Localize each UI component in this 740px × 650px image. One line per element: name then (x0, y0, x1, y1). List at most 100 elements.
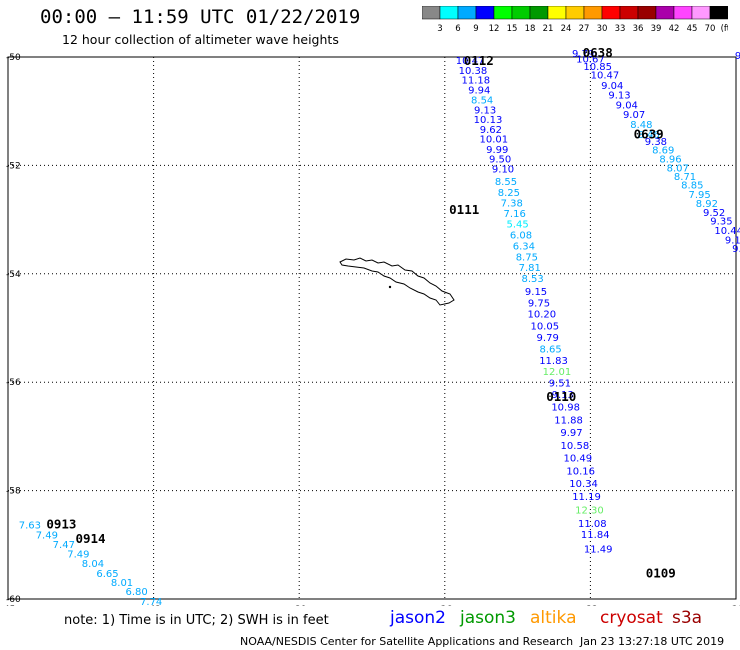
lat-tick-label: -58 (6, 487, 21, 497)
wave-height-value: 10.49 (563, 453, 592, 464)
map-frame (7, 56, 737, 600)
scale-tick-label: 45 (687, 24, 698, 34)
wave-height-value: 10.13 (474, 115, 503, 126)
wave-height-value: 7.16 (504, 209, 526, 220)
footer-timestamp: Jan 23 13:27:18 UTC 2019 (580, 635, 725, 648)
note-text: note: 1) Time is in UTC; 2) SWH is in fe… (64, 613, 329, 628)
wave-height-value: 12.01 (543, 367, 572, 378)
wave-height-value: 5.45 (506, 220, 528, 231)
wave-height-value: 9.79 (572, 49, 594, 60)
wave-height-value: 9.04 (601, 81, 623, 92)
pass-time-label: 0112 (464, 53, 494, 68)
wave-height-value: 7.49 (67, 549, 89, 560)
wave-height-value: 7.81 (519, 263, 541, 274)
wave-height-value: 10.01 (479, 135, 508, 146)
wave-height-value: 8.46 (638, 130, 660, 141)
pass-time-label: 0110 (546, 389, 576, 404)
wave-height-value: 12.30 (575, 505, 604, 516)
wave-height-value: 10.20 (528, 310, 557, 321)
wave-height-value: 9.94 (468, 85, 490, 96)
pass-time-label: 0913 (46, 517, 76, 532)
wave-height-value: 11.18 (462, 76, 491, 87)
wave-height-value: 10.85 (583, 62, 612, 73)
wave-height-value: 9.73 (732, 244, 740, 255)
pass-time-label: 0638 (583, 45, 613, 60)
lon-tick-label: -33 (583, 605, 598, 606)
wave-height-value: 9.04 (616, 100, 638, 111)
wave-height-value: 7.74 (140, 597, 162, 606)
legend-jason3: jason3 (460, 608, 516, 628)
page-subtitle: 12 hour collection of altimeter wave hei… (62, 32, 339, 47)
scale-unit: (ft) (721, 24, 728, 34)
wave-height-value: 6.08 (510, 231, 532, 242)
wave-height-value: 10.98 (551, 402, 580, 413)
wave-height-value: 9.99 (486, 145, 508, 156)
scale-tick-label: 15 (507, 24, 518, 34)
lon-tick-label: -45 (1, 605, 16, 606)
wave-height-value: 10.67 (576, 54, 605, 65)
lon-tick-label: -30 (729, 605, 740, 606)
wave-height-value: 7.49 (36, 530, 58, 541)
lon-tick-label: -39 (292, 605, 307, 606)
wave-height-value: 9.15 (525, 287, 547, 298)
scale-tick-label: 24 (561, 24, 572, 34)
scale-tick-label: 33 (615, 24, 626, 34)
wave-height-value: 9.79 (537, 333, 559, 344)
scale-tick-label: 39 (651, 24, 662, 34)
wave-height-value: 7.38 (501, 199, 523, 210)
wave-height-value: 11.19 (572, 492, 601, 503)
wave-height-value: 6.34 (513, 241, 535, 252)
wave-height-value: 7.47 (53, 540, 75, 551)
scale-tick-label: 30 (597, 24, 608, 34)
lon-tick-label: -36 (437, 605, 452, 606)
wave-height-value: 8.48 (630, 120, 652, 131)
islet (388, 285, 392, 289)
wave-height-value: 9.97 (560, 428, 582, 439)
wave-height-value: 9.50 (489, 155, 511, 166)
scale-tick-label: 6 (455, 24, 460, 34)
wave-height-value: 11.84 (581, 530, 610, 541)
wave-height-value: 11.83 (539, 356, 568, 367)
wave-height-value: 10.16 (566, 466, 595, 477)
wave-height-value: 8.75 (516, 252, 538, 263)
scale-swatch (709, 6, 728, 20)
wave-height-value: 10.44 (714, 226, 740, 237)
south-georgia-coastline (339, 257, 455, 306)
wave-height-value: 9.62 (480, 125, 502, 136)
legend-cryosat: cryosat (600, 608, 663, 628)
wave-height-value: 9.13 (552, 390, 574, 401)
wave-height-value: 9.13 (608, 91, 630, 102)
wave-height-value: 8.07 (667, 163, 689, 174)
scale-tick-label: 3 (437, 24, 442, 34)
wave-height-value: 10.58 (561, 441, 590, 452)
wave-height-value: 9 (735, 51, 740, 62)
page-title: 00:00 – 11:59 UTC 01/22/2019 (40, 6, 361, 28)
wave-height-value: 10.47 (456, 56, 485, 67)
wave-height-value: 9.75 (528, 298, 550, 309)
scale-tick-label: 42 (669, 24, 680, 34)
pass-time-label: 0639 (634, 126, 664, 141)
pass-time-label: 0914 (75, 531, 105, 546)
wave-height-value: 8.01 (111, 578, 133, 589)
lat-tick-label: -54 (6, 270, 21, 280)
wave-height-value: 6.65 (96, 569, 118, 580)
wave-height-value: 8.65 (539, 344, 561, 355)
scale-tick-label: 36 (633, 24, 644, 34)
scale-tick-label: 9 (473, 24, 478, 34)
legend-s3a: s3a (672, 608, 703, 628)
scale-tick-label: 12 (489, 24, 500, 34)
pass-time-label: 0109 (646, 565, 676, 580)
wave-height-value: 8.85 (681, 181, 703, 192)
lat-tick-label: -52 (6, 161, 21, 171)
wave-height-value: 8.53 (522, 274, 544, 285)
wave-height-value: 8.96 (659, 155, 681, 166)
wave-height-value: 8.71 (674, 172, 696, 183)
lat-tick-label: -50 (6, 53, 21, 63)
lat-tick-label: -60 (6, 595, 21, 605)
scale-tick-label: 27 (579, 24, 590, 34)
footer-credit: NOAA/NESDIS Center for Satellite Applica… (240, 635, 574, 648)
scale-tick-label: 21 (543, 24, 554, 34)
wave-height-value: 8.92 (696, 199, 718, 210)
wave-height-value: 8.54 (471, 96, 493, 107)
